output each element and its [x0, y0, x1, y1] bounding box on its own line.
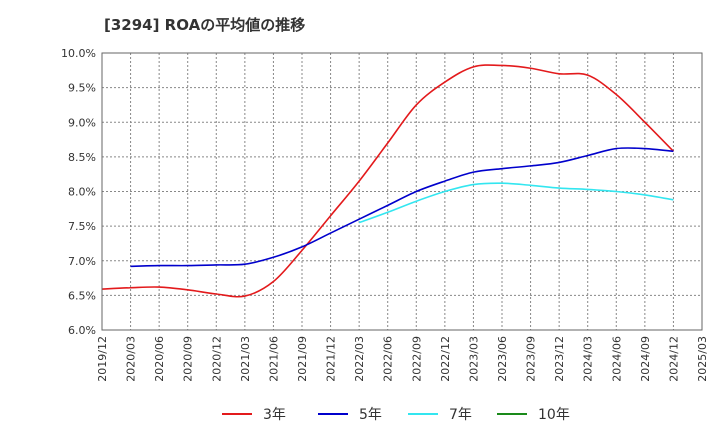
plot-frame	[101, 52, 703, 331]
legend-label: 10年	[538, 407, 570, 423]
x-tick-label: 2020/09	[182, 336, 195, 382]
x-tick-label: 2021/09	[296, 336, 309, 382]
legend-label: 7年	[449, 407, 472, 423]
y-tick-label: 8.0%	[68, 186, 96, 199]
x-axis: 2019/12 2020/03 2020/06 2020/09 2020/12 2021/…	[96, 336, 709, 382]
x-tick-label: 2025/03	[696, 336, 709, 382]
legend-label: 5年	[359, 407, 382, 423]
x-tick-label: 2024/06	[610, 336, 623, 382]
y-tick-label: 8.5%	[68, 151, 96, 164]
y-tick-label: 6.0%	[68, 324, 96, 337]
legend: 3年 5年 7年 10年	[222, 407, 570, 423]
x-tick-label: 2023/03	[467, 336, 480, 382]
x-tick-label: 2021/03	[239, 336, 252, 382]
x-tick-label: 2020/12	[210, 336, 223, 382]
x-tick-label: 2022/03	[353, 336, 366, 382]
x-tick-label: 2024/12	[667, 336, 680, 382]
y-tick-label: 9.0%	[68, 116, 96, 129]
x-tick-label: 2023/09	[525, 336, 538, 382]
x-tick-label: 2023/12	[553, 336, 566, 382]
y-tick-label: 10.0%	[61, 47, 96, 60]
y-tick-label: 7.5%	[68, 220, 96, 233]
x-tick-label: 2022/12	[439, 336, 452, 382]
y-axis: 6.0% 6.5% 7.0% 7.5% 8.0% 8.5% 9.0% 9.5% 10.0%	[61, 47, 96, 337]
series-line-7年	[358, 182, 674, 224]
x-tick-label: 2022/06	[382, 336, 395, 382]
x-tick-label: 2020/06	[153, 336, 166, 382]
chart-title: [3294] ROAの平均値の推移	[104, 16, 306, 34]
legend-label: 3年	[263, 407, 286, 423]
y-tick-label: 9.5%	[68, 82, 96, 95]
series-line-3年	[101, 64, 674, 298]
x-tick-label: 2022/09	[410, 336, 423, 382]
series-lines	[101, 64, 674, 298]
y-tick-label: 6.5%	[68, 289, 96, 302]
series-line-5年	[130, 147, 674, 268]
x-tick-label: 2024/03	[582, 336, 595, 382]
x-tick-label: 2023/06	[496, 336, 509, 382]
x-tick-label: 2021/12	[325, 336, 338, 382]
x-tick-label: 2019/12	[96, 336, 109, 382]
y-tick-label: 7.0%	[68, 255, 96, 268]
x-tick-label: 2024/09	[639, 336, 652, 382]
x-tick-label: 2020/03	[125, 336, 138, 382]
x-tick-label: 2021/06	[267, 336, 280, 382]
